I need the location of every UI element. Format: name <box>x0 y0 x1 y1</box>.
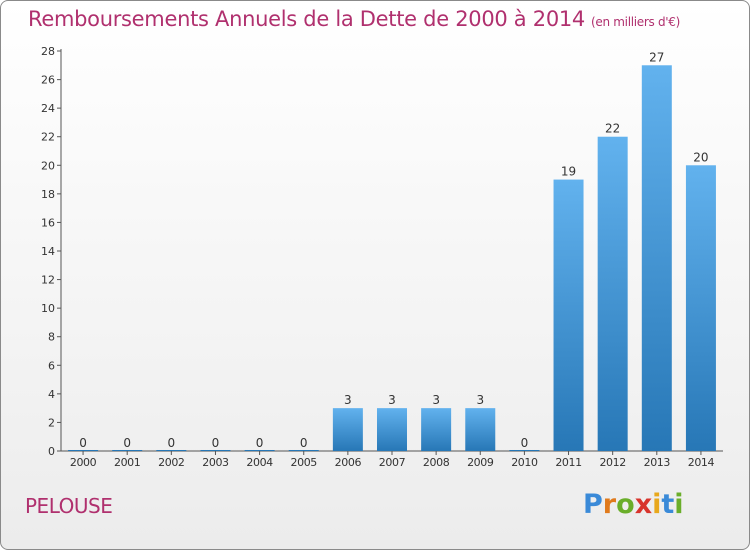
y-tick-label: 26 <box>41 74 55 87</box>
x-tick-label: 2010 <box>511 456 538 469</box>
chart-subtitle: (en milliers d'€) <box>591 15 681 29</box>
x-tick-label: 2005 <box>291 456 318 469</box>
logo-letter: o <box>616 489 635 520</box>
bar <box>685 165 716 452</box>
x-tick-label: 2003 <box>202 456 229 469</box>
logo-letter: i <box>674 489 684 520</box>
x-tick-label: 2004 <box>246 456 273 469</box>
y-tick-label: 18 <box>41 188 55 201</box>
y-tick-label: 4 <box>48 388 55 401</box>
x-tick-label: 2002 <box>158 456 184 469</box>
commune-label: PELOUSE <box>25 494 113 518</box>
y-tick-label: 24 <box>41 102 55 115</box>
data-label: 0 <box>79 436 87 450</box>
data-label: 0 <box>300 436 308 450</box>
data-label: 19 <box>561 165 576 179</box>
data-label: 3 <box>344 393 352 407</box>
data-label: 0 <box>256 436 264 450</box>
logo-letter: x <box>634 489 653 520</box>
logo-letter: r <box>602 489 617 520</box>
x-tick-label: 2013 <box>644 456 671 469</box>
y-tick-label: 10 <box>41 302 55 315</box>
data-label: 3 <box>388 393 396 407</box>
chart-title: Remboursements Annuels de la Dette de 20… <box>28 7 680 31</box>
bar <box>553 179 584 452</box>
y-tick-label: 14 <box>41 245 55 258</box>
x-tick-label: 2014 <box>688 456 715 469</box>
x-tick-label: 2008 <box>423 456 450 469</box>
x-tick-label: 2000 <box>70 456 97 469</box>
x-tick-label: 2012 <box>599 456 625 469</box>
data-label: 27 <box>649 50 664 64</box>
bar <box>377 408 407 451</box>
x-tick-label: 2001 <box>114 456 140 469</box>
y-tick-label: 16 <box>41 216 55 229</box>
bar <box>332 408 363 451</box>
x-tick-label: 2007 <box>379 456 406 469</box>
y-tick-label: 6 <box>48 359 55 372</box>
data-label: 0 <box>168 436 176 450</box>
data-label: 0 <box>123 436 131 450</box>
data-label: 20 <box>693 150 708 164</box>
data-label: 0 <box>521 436 529 450</box>
y-tick-label: 22 <box>41 131 55 144</box>
logo-letter: t <box>661 489 675 520</box>
x-tick-label: 2011 <box>555 456 581 469</box>
y-tick-label: 20 <box>41 159 55 172</box>
logo-letter: P <box>583 489 603 520</box>
y-tick-label: 12 <box>41 274 55 287</box>
logo-letter: i <box>652 489 662 520</box>
data-label: 3 <box>476 393 484 407</box>
bar <box>597 136 628 451</box>
y-tick-label: 0 <box>48 445 55 458</box>
x-tick-label: 2006 <box>335 456 362 469</box>
y-tick-label: 8 <box>48 331 55 344</box>
data-label: 0 <box>212 436 220 450</box>
bar <box>421 408 452 451</box>
x-tick-label: 2009 <box>467 456 494 469</box>
bars <box>68 65 716 452</box>
data-label: 22 <box>605 122 620 136</box>
data-labels: 0 0 0 0 0 0 3 3 3 3 0 19 22 27 20 <box>79 50 708 450</box>
bar <box>465 408 496 451</box>
data-label: 3 <box>432 393 440 407</box>
y-tick-label: 28 <box>41 45 55 58</box>
title-text: Remboursements Annuels de la Dette de 20… <box>28 7 585 31</box>
y-tick-label: 2 <box>48 416 55 429</box>
proxiti-logo: Proxiti <box>583 489 684 520</box>
bar <box>641 65 672 452</box>
